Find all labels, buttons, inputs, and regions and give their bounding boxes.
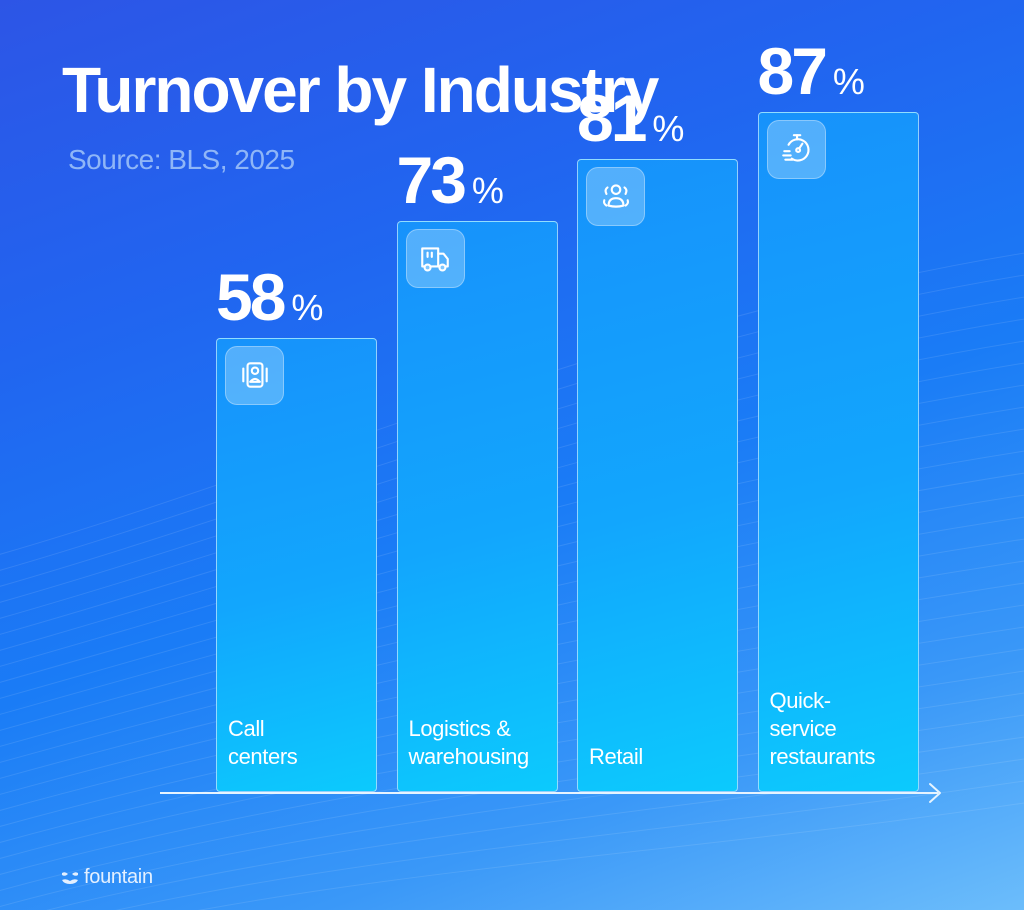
category-label-line: restaurants bbox=[769, 743, 876, 769]
delivery-truck-icon bbox=[421, 246, 449, 272]
data-label-value: 73 bbox=[396, 143, 467, 218]
fountain-logo-icon bbox=[62, 871, 78, 884]
category-label-line: centers bbox=[228, 743, 298, 769]
customers-group-icon bbox=[602, 184, 629, 208]
data-label-value: 81 bbox=[577, 80, 647, 155]
data-label-unit: % bbox=[652, 107, 685, 149]
chart-title: Turnover by Industry bbox=[62, 54, 659, 126]
category-label-line: Quick- bbox=[769, 687, 832, 713]
data-label-unit: % bbox=[832, 60, 865, 102]
fast-stopwatch-icon bbox=[782, 134, 810, 162]
bar-icon-tile bbox=[225, 346, 284, 406]
bar-0: Call centers bbox=[216, 338, 377, 792]
data-label-value: 58 bbox=[216, 260, 286, 335]
bar-icon-tile bbox=[405, 229, 465, 289]
fountain-logo-text: fountain bbox=[84, 866, 153, 888]
call-center-agent-icon bbox=[241, 362, 268, 388]
data-label: 73% bbox=[397, 147, 504, 213]
data-label: 87% bbox=[758, 38, 865, 104]
data-label: 81% bbox=[577, 85, 684, 151]
category-label-line: service bbox=[769, 715, 837, 741]
category-label: Logistics & warehousing bbox=[409, 715, 551, 771]
data-label: 58% bbox=[216, 264, 323, 330]
bar-icon-tile bbox=[766, 119, 826, 179]
bar-2: Retail bbox=[577, 158, 738, 792]
bar-1: Logistics & warehousing bbox=[396, 221, 558, 792]
fountain-logo: fountain bbox=[60, 866, 153, 889]
data-label-value: 87 bbox=[757, 33, 828, 108]
category-label-line: warehousing bbox=[408, 743, 530, 769]
category-label-line: Retail bbox=[589, 743, 643, 769]
chart-source: Source: BLS, 2025 bbox=[68, 144, 295, 175]
bar-icon-tile bbox=[586, 166, 645, 226]
category-label-line: Logistics & bbox=[408, 715, 511, 741]
bar-3: Quick-service restaurants bbox=[757, 111, 919, 792]
category-label: Quick-service restaurants bbox=[770, 687, 912, 771]
data-label-unit: % bbox=[291, 287, 324, 329]
category-label: Call centers bbox=[228, 715, 370, 771]
wave-line bbox=[197, 802, 1024, 910]
wave-line bbox=[115, 780, 1024, 910]
data-label-unit: % bbox=[471, 170, 504, 212]
category-label: Retail bbox=[589, 743, 731, 771]
category-label-line: Call bbox=[228, 715, 265, 741]
